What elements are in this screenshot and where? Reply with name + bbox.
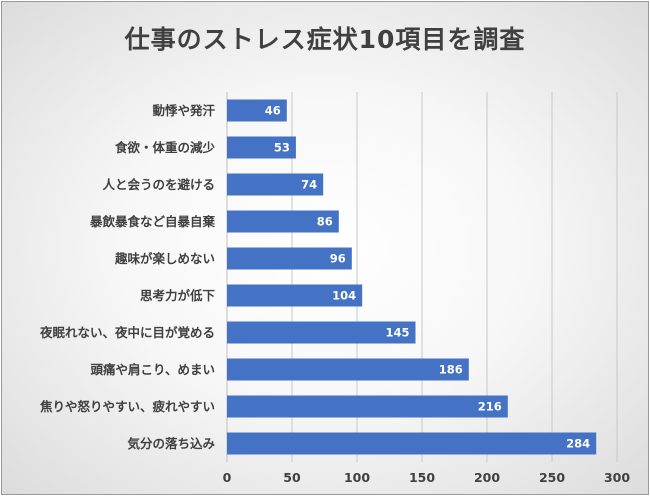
category-label: 夜眠れない、夜中に目が覚める	[39, 325, 215, 340]
category-label: 暴飲暴食など自暴自棄	[89, 214, 216, 229]
x-tick-label: 50	[283, 470, 301, 485]
data-label: 96	[330, 252, 346, 266]
category-label: 気分の落ち込み	[127, 436, 215, 451]
x-tick-label: 250	[539, 470, 565, 485]
bar	[227, 358, 469, 381]
data-label: 104	[332, 289, 356, 303]
x-tick-label: 150	[409, 470, 435, 485]
bar	[227, 210, 339, 233]
x-tick-label: 200	[474, 470, 500, 485]
category-label: 動悸や発汗	[152, 103, 215, 118]
x-tick-label: 300	[604, 470, 630, 485]
category-label: 焦りや怒りやすい、疲れやすい	[39, 399, 215, 414]
category-label: 人と会うのを避ける	[102, 177, 215, 192]
data-label: 53	[274, 141, 290, 155]
bar	[227, 284, 363, 307]
x-tick-label: 0	[223, 470, 232, 485]
data-label: 284	[566, 437, 590, 451]
category-label: 食欲・体重の減少	[114, 140, 216, 155]
bar	[227, 432, 597, 455]
bar	[227, 395, 508, 418]
data-label: 216	[478, 400, 502, 414]
chart-title: 仕事のストレス症状10項目を調査	[124, 25, 526, 54]
category-label: 思考力が低下	[140, 288, 216, 303]
data-label: 74	[301, 178, 317, 192]
bar	[227, 99, 287, 122]
x-tick-label: 100	[344, 470, 370, 485]
data-label: 145	[385, 326, 409, 340]
category-label: 趣味が楽しめない	[114, 251, 215, 266]
bar	[227, 321, 416, 344]
data-label: 186	[439, 363, 463, 377]
data-label: 46	[265, 104, 281, 118]
category-label: 頭痛や肩こり、めまい	[90, 362, 215, 377]
bar	[227, 173, 324, 196]
bar	[227, 247, 352, 270]
data-label: 86	[317, 215, 333, 229]
bar	[227, 136, 296, 159]
